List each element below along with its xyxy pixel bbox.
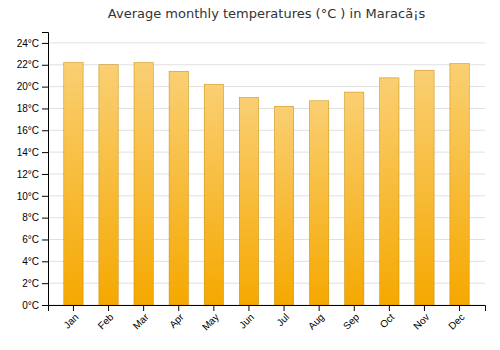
x-tick: May [200,305,221,333]
x-tick: Dec [446,305,466,332]
x-tick: Apr [167,305,186,330]
x-tick-mark [143,305,144,311]
y-tick-label: 6°C [22,234,39,245]
y-tick-label: 8°C [22,212,39,223]
bar [134,63,153,305]
x-tick-label: May [200,311,221,332]
y-tick: 10°C [17,191,48,202]
y-tick: 16°C [17,125,48,136]
bar [415,70,434,305]
x-tick-label: Jul [274,311,291,328]
y-tick-label: 16°C [17,125,39,136]
x-tick-mark [284,305,285,311]
y-tick-label: 2°C [22,278,39,289]
x-tick-mark [424,305,425,311]
x-tick: Jun [237,305,256,331]
x-tick-label: Mar [131,311,151,331]
x-tick: Jan [61,305,80,331]
x-tick-mark [73,305,74,311]
x-tick-label: Feb [96,311,116,331]
bar [99,65,118,305]
bar [345,92,364,305]
x-tick-mark [389,305,390,311]
y-tick-label: 20°C [17,81,39,92]
y-tick-mark [42,218,48,219]
y-tick-mark [42,87,48,88]
x-tick-label: Oct [378,311,397,330]
y-tick-mark [42,305,48,306]
x-tick-label: Apr [167,311,186,330]
y-tick-mark [42,261,48,262]
x-tick: Oct [378,305,397,330]
x-tick-label: Jan [61,311,80,330]
y-tick-label: 4°C [22,256,39,267]
y-tick-label: 12°C [17,169,39,180]
y-axis: 0°C 2°C 4°C 6°C 8°C 10°C 12°C 14°C 16°C 18°C 20°C 2… [17,33,49,311]
x-tick: Aug [306,305,326,332]
y-tick: 24°C [17,38,48,49]
y-tick-mark [42,239,48,240]
y-tick: 20°C [17,81,48,92]
y-tick-label: 10°C [17,191,39,202]
x-tick-label: Dec [446,311,466,331]
y-tick-label: 18°C [17,103,39,114]
y-tick-mark [42,108,48,109]
y-tick: 0°C [22,300,48,311]
y-tick-label: 14°C [17,147,39,158]
bar [239,98,258,305]
x-tick-mark [248,305,249,311]
bar [204,84,223,305]
x-tick: Nov [411,305,431,332]
y-tick: 8°C [22,212,48,223]
x-tick-label: Jun [237,311,256,330]
x-tick: Mar [131,305,151,331]
y-tick-mark [42,43,48,44]
y-axis-line [42,33,49,306]
bar [450,64,469,305]
x-tick-mark [459,305,460,311]
bars [64,63,469,305]
y-tick-label: 22°C [17,59,39,70]
x-tick-label: Sep [341,311,362,332]
bar [380,78,399,305]
x-tick-mark [178,305,179,311]
y-tick-mark [42,65,48,66]
y-tick-mark [42,130,48,131]
y-tick: 18°C [17,103,48,114]
x-tick: Jul [274,305,291,328]
x-axis-line [49,306,486,312]
y-tick: 4°C [22,256,48,267]
y-tick-mark [42,174,48,175]
x-tick: Sep [341,305,362,332]
x-tick-mark [213,305,214,311]
y-tick-mark [42,196,48,197]
y-tick-mark [42,152,48,153]
y-tick: 2°C [22,278,48,289]
x-tick-label: Nov [411,311,431,331]
y-tick-label: 24°C [17,38,39,49]
bar [274,106,293,305]
y-tick-mark [42,283,48,284]
y-tick: 6°C [22,234,48,245]
chart: 0°C 2°C 4°C 6°C 8°C 10°C 12°C 14°C 16°C 18°C 20°C 2… [0,0,500,350]
x-axis: Jan Feb Mar Apr May Jun Jul Aug Sep Oct Nov Dec [49,305,486,333]
y-tick: 22°C [17,59,48,70]
y-tick-label: 0°C [22,300,39,311]
y-tick: 12°C [17,169,48,180]
x-tick-label: Aug [306,311,326,331]
grid-line [48,42,485,43]
x-tick: Feb [96,305,116,331]
x-tick-mark [354,305,355,311]
x-tick-mark [319,305,320,311]
x-tick-mark [108,305,109,311]
bar [309,101,328,305]
title: Average monthly temperatures (°C ) in Ma… [108,6,426,21]
grid [48,43,485,305]
y-tick: 14°C [17,147,48,158]
bar [64,63,83,305]
bar [169,71,188,305]
